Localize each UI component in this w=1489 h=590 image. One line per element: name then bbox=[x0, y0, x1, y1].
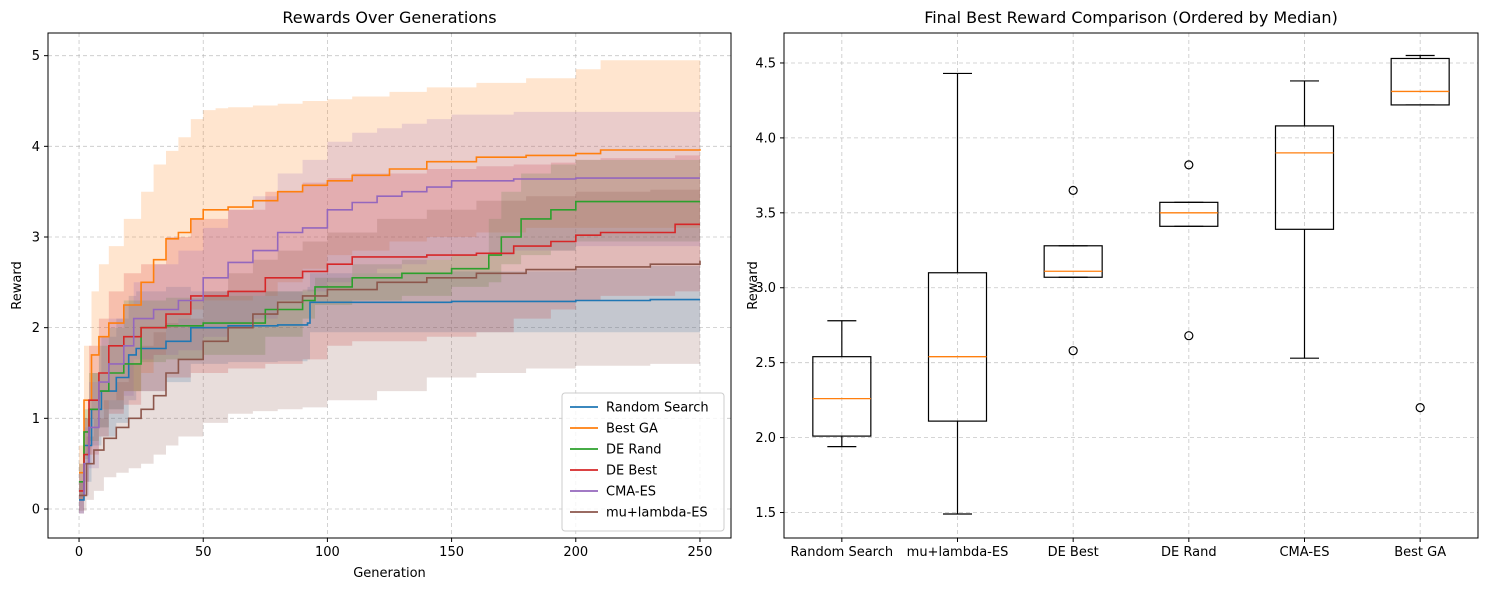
box-best-ga bbox=[1390, 54, 1450, 413]
box-outlier-point bbox=[1068, 346, 1078, 356]
left-legend: Random Search Best GA DE Rand DE Best CMA-ES… bbox=[561, 392, 725, 532]
left-x-axis-label: Generation bbox=[353, 566, 426, 581]
box-iqr-rect bbox=[1274, 125, 1335, 230]
right-y-tick-label: 1.5 bbox=[755, 506, 776, 521]
legend-label: Random Search bbox=[606, 401, 709, 416]
legend-label: DE Best bbox=[606, 464, 657, 479]
left-series-lines bbox=[79, 149, 701, 501]
box-iqr-rect bbox=[1390, 57, 1450, 106]
right-x-tick-label: Random Search bbox=[791, 545, 894, 560]
legend-label: Best GA bbox=[606, 422, 658, 437]
right-grid bbox=[784, 33, 1478, 538]
left-y-axis-label: Reward bbox=[10, 261, 25, 309]
box-outlier-point bbox=[1184, 331, 1194, 341]
box-outlier-point bbox=[1068, 185, 1078, 195]
left-y-tick-label: 1 bbox=[32, 412, 40, 427]
box-cma-es bbox=[1274, 80, 1335, 359]
box-mu-lambda-es bbox=[927, 72, 988, 515]
right-x-tick-label: DE Best bbox=[1048, 545, 1099, 560]
left-y-tick-label: 2 bbox=[32, 321, 40, 336]
left-chart-title: Rewards Over Generations bbox=[282, 8, 496, 27]
box-iqr-rect bbox=[812, 356, 872, 437]
box-de-rand bbox=[1159, 160, 1219, 341]
series-line-de-rand bbox=[79, 200, 700, 483]
left-x-tick-label: 0 bbox=[75, 545, 83, 560]
std-band-best-ga bbox=[79, 60, 700, 500]
right-y-tick-label: 4.0 bbox=[755, 131, 776, 146]
left-x-tick-label: 50 bbox=[195, 545, 212, 560]
left-x-tick-label: 150 bbox=[439, 545, 464, 560]
left-y-ticks: 0 1 2 3 4 5 bbox=[32, 49, 48, 517]
right-chart-title: Final Best Reward Comparison (Ordered by… bbox=[924, 8, 1338, 27]
right-y-ticks: 1.5 2.0 2.5 3.0 3.5 4.0 4.5 bbox=[755, 56, 784, 521]
right-y-tick-label: 2.5 bbox=[755, 356, 776, 371]
std-band-mu-lambda-es bbox=[79, 187, 700, 511]
std-band-de-rand bbox=[79, 159, 700, 500]
right-x-tick-label: DE Rand bbox=[1161, 545, 1217, 560]
left-plot-frame bbox=[47, 32, 732, 539]
box-random-search bbox=[812, 320, 872, 448]
box-de-best bbox=[1043, 185, 1103, 356]
legend-box bbox=[561, 392, 725, 532]
right-y-axis-label: Reward bbox=[746, 261, 761, 309]
left-x-tick-label: 100 bbox=[315, 545, 340, 560]
legend-label: CMA-ES bbox=[606, 485, 656, 500]
left-x-tick-label: 250 bbox=[688, 545, 713, 560]
std-band-cma-es bbox=[79, 111, 700, 514]
std-band-de-best bbox=[79, 155, 700, 514]
right-x-ticks: Random Search mu+lambda-ES DE Best DE Rand C… bbox=[791, 538, 1446, 560]
series-line-mu-lambda-es bbox=[79, 260, 701, 497]
final-reward-box-chart: Random Search mu+lambda-ES DE Best DE Rand C… bbox=[746, 8, 1479, 560]
box-iqr-rect bbox=[1043, 245, 1103, 278]
box-outlier-point bbox=[1184, 160, 1194, 170]
right-x-tick-label: Best GA bbox=[1394, 545, 1446, 560]
right-x-tick-label: CMA-ES bbox=[1279, 545, 1329, 560]
right-y-tick-label: 3.0 bbox=[755, 281, 776, 296]
right-y-tick-label: 3.5 bbox=[755, 206, 776, 221]
right-boxes bbox=[812, 54, 1450, 515]
box-outlier-point bbox=[1415, 403, 1425, 413]
legend-label: mu+lambda-ES bbox=[606, 506, 708, 521]
left-x-tick-label: 200 bbox=[563, 545, 588, 560]
right-plot-frame bbox=[783, 32, 1479, 539]
left-y-tick-label: 5 bbox=[32, 49, 40, 64]
rewards-line-chart: 0 50 100 150 200 250 0 1 2 3 4 5 Rewards Over Gene… bbox=[10, 8, 732, 581]
right-y-tick-label: 2.0 bbox=[755, 431, 776, 446]
box-iqr-rect bbox=[1159, 201, 1219, 227]
left-y-tick-label: 0 bbox=[32, 502, 40, 517]
left-x-ticks: 0 50 100 150 200 250 bbox=[75, 538, 712, 560]
series-line-best-ga bbox=[79, 149, 701, 474]
left-y-tick-label: 3 bbox=[32, 230, 40, 245]
series-line-de-best bbox=[79, 223, 700, 492]
series-line-cma-es bbox=[79, 177, 700, 497]
box-iqr-rect bbox=[927, 272, 988, 422]
right-y-tick-label: 4.5 bbox=[755, 56, 776, 71]
legend-label: DE Rand bbox=[606, 443, 662, 458]
series-line-random-search bbox=[79, 298, 700, 501]
left-y-tick-label: 4 bbox=[32, 140, 40, 155]
right-x-tick-label: mu+lambda-ES bbox=[907, 545, 1009, 560]
